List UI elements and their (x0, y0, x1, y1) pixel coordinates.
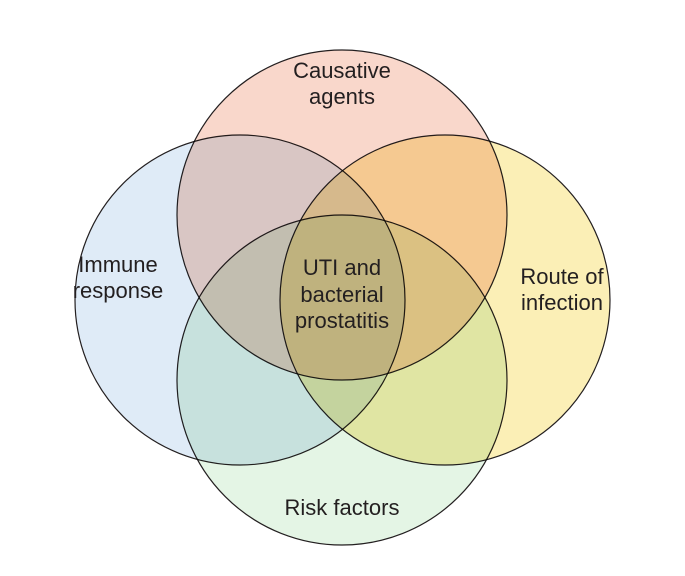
label-risk-factors: Risk factors (222, 495, 462, 521)
label-center-uti: UTI andbacterialprostatitis (222, 255, 462, 334)
label-immune-response: Immuneresponse (0, 252, 238, 305)
label-causative-agents: Causativeagents (222, 58, 462, 111)
venn-diagram: Causativeagents Route ofinfection Risk f… (0, 0, 685, 576)
label-route-of-infection: Route ofinfection (442, 264, 682, 317)
